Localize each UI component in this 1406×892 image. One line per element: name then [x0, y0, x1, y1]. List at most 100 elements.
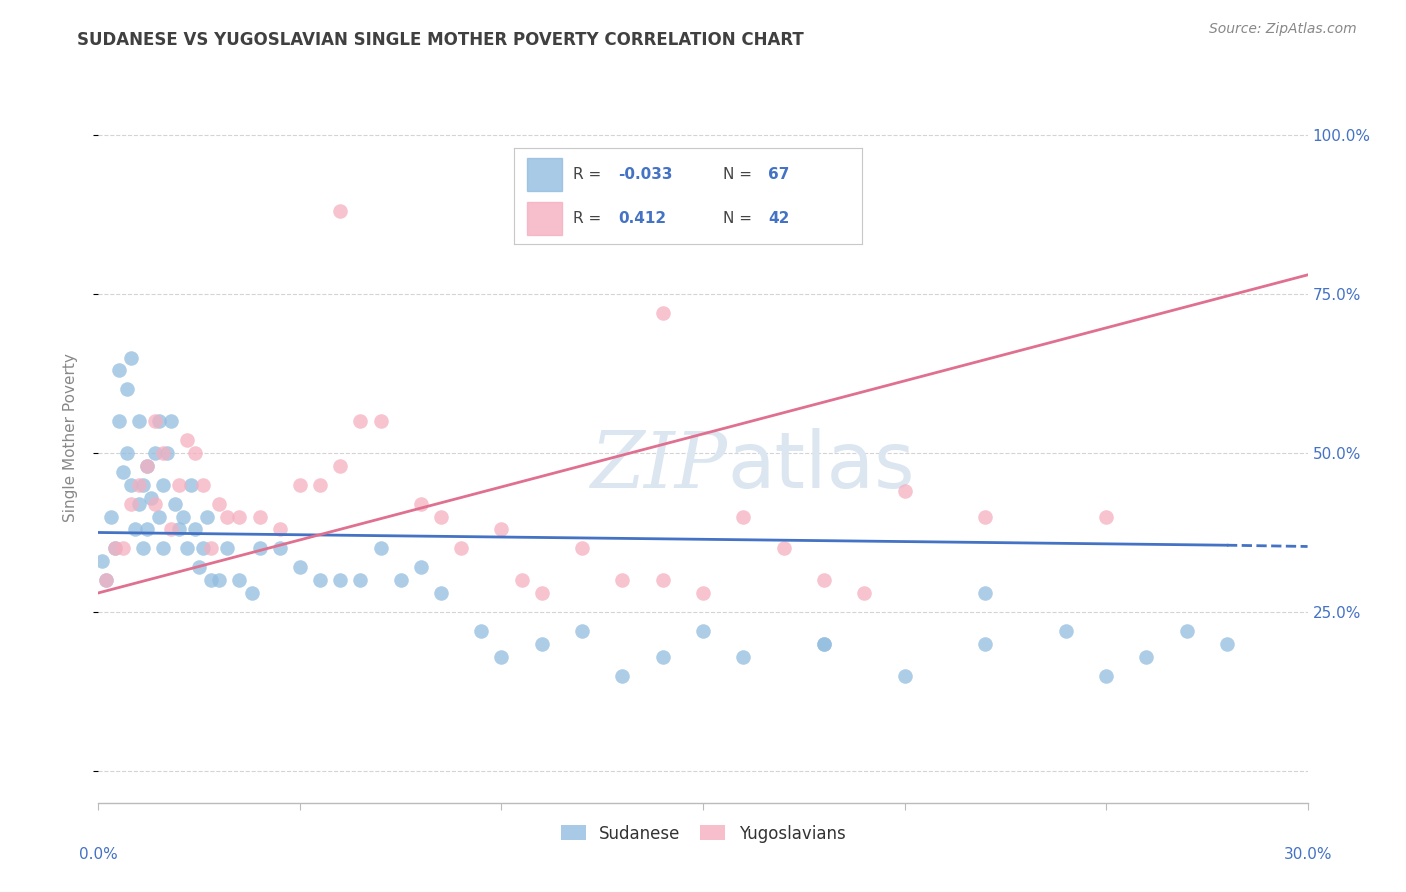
Text: 30.0%: 30.0%: [1284, 847, 1331, 862]
Point: [143, 446, 166, 460]
Point: [107, 414, 129, 428]
Text: R =: R =: [572, 167, 606, 182]
Point: [329, 204, 352, 219]
Point: [269, 541, 291, 556]
Point: [974, 637, 997, 651]
Point: [115, 446, 138, 460]
Text: 67: 67: [768, 167, 789, 182]
Bar: [527, 158, 562, 191]
Bar: [527, 202, 562, 235]
Point: [329, 458, 352, 473]
Point: [370, 541, 392, 556]
Point: [409, 560, 432, 574]
Point: [409, 497, 432, 511]
Text: ZIP: ZIP: [591, 428, 727, 505]
Point: [208, 497, 231, 511]
Point: [893, 668, 915, 682]
Point: [491, 649, 513, 664]
Point: [1175, 624, 1198, 638]
Point: [1095, 509, 1118, 524]
Point: [139, 491, 162, 505]
Point: [217, 541, 239, 556]
Text: 0.0%: 0.0%: [79, 847, 118, 862]
Point: [120, 497, 142, 511]
Point: [163, 497, 186, 511]
Point: [470, 624, 492, 638]
Point: [1054, 624, 1077, 638]
Point: [430, 586, 453, 600]
Point: [1135, 649, 1157, 664]
Point: [813, 573, 835, 587]
Point: [612, 668, 634, 682]
Point: [370, 414, 392, 428]
Point: [651, 306, 673, 320]
Point: [571, 541, 593, 556]
Point: [160, 522, 183, 536]
Point: [651, 649, 673, 664]
Point: [853, 586, 876, 600]
Point: [813, 637, 835, 651]
Point: [309, 477, 332, 491]
Point: [193, 541, 215, 556]
Point: [249, 509, 271, 524]
Y-axis label: Single Mother Poverty: Single Mother Poverty: [63, 352, 77, 522]
Point: [612, 573, 634, 587]
Point: [152, 477, 174, 491]
Point: [156, 446, 179, 460]
Point: [132, 541, 155, 556]
Point: [974, 509, 997, 524]
Point: [96, 573, 118, 587]
Point: [430, 509, 453, 524]
Point: [103, 541, 125, 556]
Point: [249, 541, 271, 556]
Point: [143, 497, 166, 511]
Point: [172, 509, 194, 524]
Text: -0.033: -0.033: [619, 167, 672, 182]
Point: [135, 458, 157, 473]
Point: [184, 522, 207, 536]
Point: [269, 522, 291, 536]
Point: [692, 586, 714, 600]
Point: [152, 446, 174, 460]
Point: [135, 522, 157, 536]
Point: [100, 509, 122, 524]
Point: [184, 446, 207, 460]
Point: [143, 414, 166, 428]
Point: [111, 465, 134, 479]
Text: R =: R =: [572, 211, 606, 226]
Point: [228, 509, 250, 524]
Point: [193, 477, 215, 491]
Point: [228, 573, 250, 587]
Point: [288, 477, 311, 491]
Point: [167, 522, 190, 536]
Point: [152, 541, 174, 556]
Point: [167, 477, 190, 491]
Point: [91, 554, 114, 568]
Point: [96, 573, 118, 587]
Point: [530, 637, 553, 651]
Point: [813, 637, 835, 651]
Text: N =: N =: [723, 211, 756, 226]
Point: [176, 434, 198, 448]
Text: atlas: atlas: [727, 428, 915, 504]
Point: [135, 458, 157, 473]
Point: [200, 541, 222, 556]
Point: [176, 541, 198, 556]
Point: [120, 477, 142, 491]
Point: [148, 509, 170, 524]
Point: [692, 624, 714, 638]
Legend: Sudanese, Yugoslavians: Sudanese, Yugoslavians: [554, 818, 852, 849]
Point: [389, 573, 412, 587]
Point: [148, 414, 170, 428]
Point: [510, 573, 533, 587]
Text: SUDANESE VS YUGOSLAVIAN SINGLE MOTHER POVERTY CORRELATION CHART: SUDANESE VS YUGOSLAVIAN SINGLE MOTHER PO…: [77, 31, 804, 49]
Text: 0.412: 0.412: [619, 211, 666, 226]
Point: [115, 383, 138, 397]
Point: [240, 586, 263, 600]
Point: [107, 363, 129, 377]
Point: [132, 477, 155, 491]
Point: [349, 414, 371, 428]
Point: [160, 414, 183, 428]
Point: [288, 560, 311, 574]
Point: [111, 541, 134, 556]
